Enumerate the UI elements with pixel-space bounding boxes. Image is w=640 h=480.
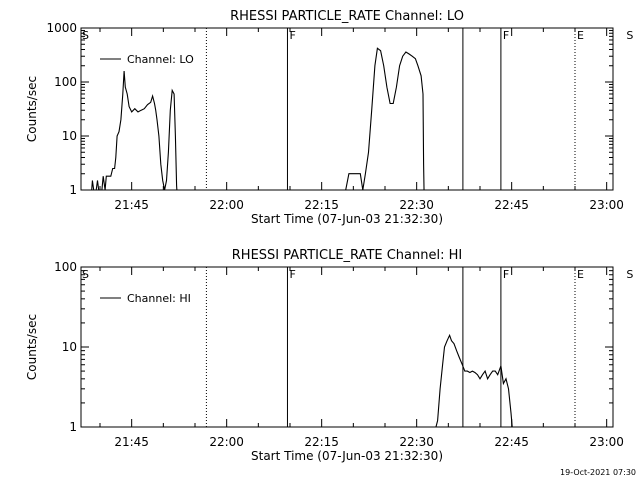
series-line [345, 47, 425, 190]
marker-label: E [577, 29, 584, 42]
y-axis-label: Counts/sec [25, 314, 39, 380]
chart-title: RHESSI PARTICLE_RATE Channel: HI [232, 248, 462, 263]
x-tick-label: 23:00 [589, 198, 624, 212]
plot-frame [80, 266, 614, 428]
y-tick-label: 10 [62, 129, 77, 143]
marker-label: F [503, 268, 509, 281]
marker-label: E [577, 268, 584, 281]
x-tick-label: 22:15 [304, 435, 339, 449]
plot-area [205, 267, 576, 427]
x-tick-label: 22:30 [399, 435, 434, 449]
marker-label: F [289, 268, 295, 281]
x-tick-label: 23:00 [589, 435, 624, 449]
x-tick-label: 22:15 [304, 198, 339, 212]
marker-label: S [626, 268, 633, 281]
x-tick-label: 22:45 [494, 198, 529, 212]
series-line [630, 56, 640, 195]
x-tick-label: 22:30 [399, 198, 434, 212]
corner-marker-label: S [82, 29, 89, 42]
legend-label: Channel: HI [127, 292, 191, 305]
x-tick-label: 22:00 [209, 435, 244, 449]
y-tick-label: 1 [69, 420, 77, 434]
x-tick-label: 22:45 [494, 435, 529, 449]
footer-timestamp: 19-Oct-2021 07:30 [560, 468, 636, 477]
lo-channel-panel: RHESSI PARTICLE_RATE Channel: LO Start Ti… [25, 9, 640, 226]
y-tick-label: 100 [54, 75, 77, 89]
hi-channel-panel: RHESSI PARTICLE_RATE Channel: HI Start Ti… [25, 248, 633, 463]
x-tick-label: 21:45 [114, 435, 149, 449]
plot-frame [80, 27, 614, 191]
x-axis-label: Start Time (07-Jun-03 21:32:30) [251, 449, 443, 463]
x-tick-label: 21:45 [114, 198, 149, 212]
y-tick-label: 10 [62, 340, 77, 354]
corner-marker-label: S [82, 268, 89, 281]
marker-label: F [503, 29, 509, 42]
legend-label: Channel: LO [127, 53, 194, 66]
chart-title: RHESSI PARTICLE_RATE Channel: LO [230, 9, 464, 24]
y-tick-label: 100 [54, 260, 77, 274]
x-tick-label: 22:00 [209, 198, 244, 212]
series-line [88, 70, 178, 190]
y-tick-label: 1 [69, 183, 77, 197]
marker-label: F [289, 29, 295, 42]
x-axis-label: Start Time (07-Jun-03 21:32:30) [251, 212, 443, 226]
marker-label: S [626, 29, 633, 42]
plot-area [88, 28, 640, 195]
y-tick-label: 1000 [46, 21, 77, 35]
series-line [435, 333, 513, 427]
y-axis-label: Counts/sec [25, 76, 39, 142]
